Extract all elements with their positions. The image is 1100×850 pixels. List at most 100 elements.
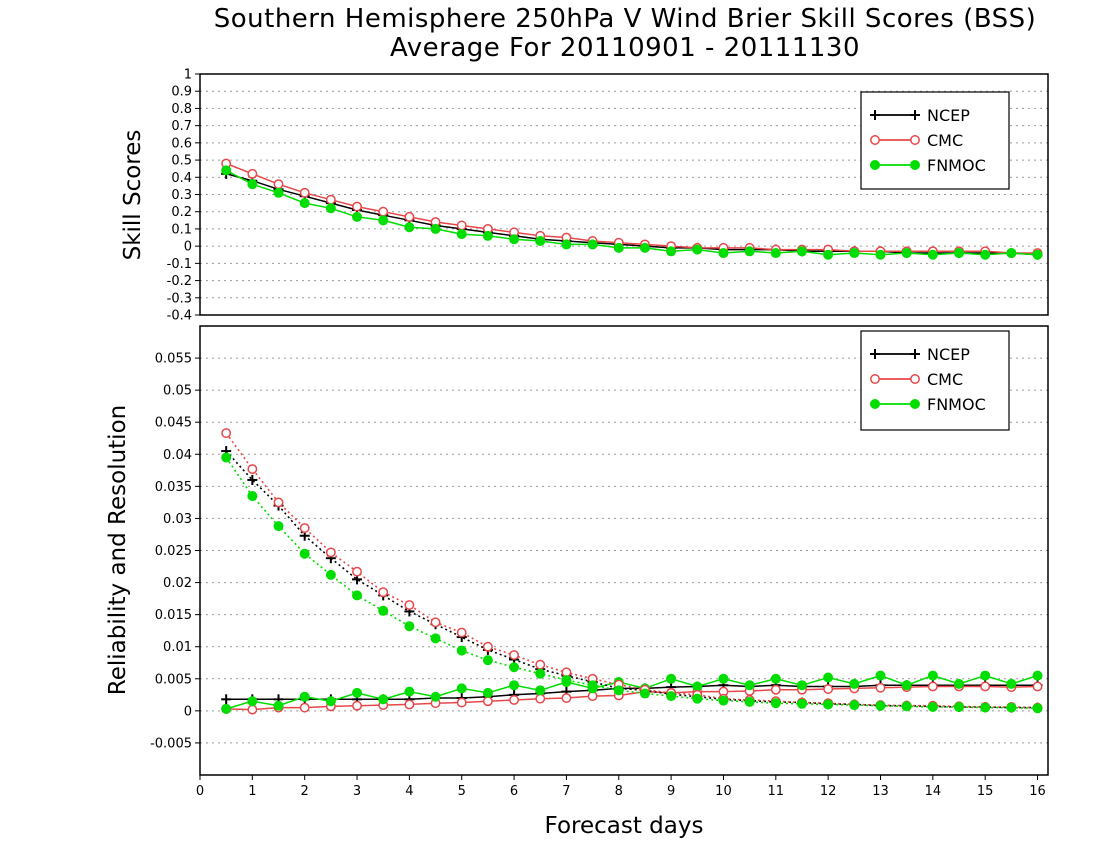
series-fnmoc-point — [430, 691, 441, 702]
legend-label-ncep: NCEP — [927, 345, 970, 364]
series-fnmoc-point — [378, 215, 389, 226]
x-tick-label: 7 — [562, 784, 570, 799]
series-fnmoc-reliability-point — [823, 699, 834, 710]
legend-marker-fnmoc — [910, 160, 920, 170]
series-fnmoc-reliability-point — [875, 700, 886, 711]
series-fnmoc-point — [509, 234, 520, 245]
series-fnmoc-reliability-point — [509, 662, 520, 673]
x-tick-label: 2 — [301, 784, 309, 799]
series-cmc-point — [404, 211, 415, 222]
series-fnmoc-point — [221, 165, 232, 176]
series-fnmoc-reliability-point — [561, 675, 572, 686]
series-fnmoc-point — [954, 248, 965, 259]
legend-label-fnmoc: FNMOC — [927, 156, 986, 175]
series-cmc-reliability-point — [247, 464, 258, 474]
series-cmc-point — [509, 695, 520, 705]
series-fnmoc-point — [430, 223, 441, 234]
series-fnmoc-reliability-point — [692, 693, 703, 704]
series-cmc-point — [299, 702, 310, 713]
series-fnmoc-point — [718, 248, 729, 259]
series-fnmoc-point — [875, 670, 886, 681]
series-fnmoc-point — [927, 249, 938, 260]
legend-label-cmc: CMC — [927, 370, 963, 389]
x-tick-label: 8 — [615, 784, 623, 799]
series-cmc-point — [325, 194, 336, 205]
series-fnmoc-point — [221, 703, 232, 714]
series-cmc-reliability-point — [430, 617, 441, 628]
series-fnmoc-point — [770, 248, 781, 259]
series-fnmoc-point — [325, 696, 336, 707]
x-tick-label: 9 — [667, 784, 675, 799]
y-tick-label: 0 — [184, 240, 192, 255]
series-cmc-point — [482, 696, 493, 707]
chart-subtitle: Average For 20110901 - 20111130 — [389, 33, 860, 63]
series-fnmoc-point — [352, 687, 363, 698]
series-fnmoc-point — [378, 694, 389, 705]
series-fnmoc-point — [692, 681, 703, 692]
series-fnmoc-point — [1032, 670, 1043, 681]
series-fnmoc-reliability-point — [718, 695, 729, 706]
y-tick-label: 0.2 — [171, 205, 192, 220]
series-cmc-reliability-point — [509, 650, 520, 661]
y-tick-label: 0.8 — [171, 102, 192, 117]
series-fnmoc-reliability-point — [247, 490, 258, 501]
y-tick-label: 1 — [184, 68, 192, 83]
series-fnmoc-reliability-point — [666, 691, 677, 702]
series-fnmoc-reliability-point — [980, 702, 991, 713]
series-cmc-reliability-point — [221, 428, 232, 439]
series-fnmoc-reliability-point — [352, 590, 363, 601]
series-fnmoc-reliability-point — [954, 702, 965, 713]
legend-marker-fnmoc — [910, 399, 920, 409]
y-tick-label: 0.005 — [155, 672, 192, 687]
series-fnmoc-point — [901, 248, 912, 259]
series-cmc-point — [535, 693, 546, 704]
series-fnmoc-reliability-point — [639, 688, 650, 699]
y-tick-label: 0.015 — [155, 608, 192, 623]
x-tick-label: 14 — [925, 784, 942, 799]
series-fnmoc-point — [927, 670, 938, 681]
series-cmc-point — [1032, 681, 1043, 692]
series-fnmoc-point — [666, 246, 677, 257]
series-cmc-point — [299, 187, 310, 198]
series-cmc-point — [352, 201, 362, 212]
series-cmc-point — [378, 206, 389, 217]
y-tick-label: 0.9 — [171, 85, 192, 100]
x-tick-label: 12 — [820, 784, 837, 799]
series-fnmoc-point — [1032, 249, 1043, 260]
legend-marker-cmc — [910, 374, 920, 384]
y-tick-label: 0.04 — [163, 448, 192, 463]
series-fnmoc-point — [718, 673, 729, 684]
series-fnmoc-reliability-point — [456, 645, 467, 656]
series-fnmoc-reliability-point — [482, 655, 493, 666]
x-tick-label: 15 — [977, 784, 994, 799]
y-axis-title: Skill Scores — [120, 130, 146, 261]
series-cmc-reliability-point — [535, 659, 546, 670]
series-fnmoc-point — [587, 239, 598, 250]
series-cmc-point — [927, 681, 938, 692]
legend-label-fnmoc: FNMOC — [927, 395, 986, 414]
series-fnmoc-point — [666, 673, 677, 684]
series-fnmoc-point — [404, 222, 415, 233]
series-cmc-reliability-point — [482, 641, 493, 652]
series-fnmoc-point — [325, 203, 336, 214]
series-fnmoc-point — [404, 686, 415, 697]
series-cmc-point — [875, 682, 886, 693]
series-cmc-point — [247, 704, 258, 715]
series-fnmoc-point — [980, 670, 991, 681]
series-fnmoc-reliability-point — [744, 696, 755, 707]
legend-box — [860, 330, 1010, 431]
plot-frame — [199, 73, 1049, 316]
y-tick-label: -0.4 — [167, 309, 192, 324]
series-fnmoc-point — [535, 235, 546, 246]
series-fnmoc-point — [849, 248, 860, 259]
y-tick-label: -0.1 — [167, 257, 192, 272]
series-cmc-reliability-point — [273, 497, 284, 508]
legend-label-ncep: NCEP — [927, 106, 970, 125]
series-fnmoc-point — [482, 230, 493, 241]
y-tick-label: -0.005 — [150, 736, 192, 751]
x-tick-label: 0 — [196, 784, 204, 799]
x-tick-label: 11 — [768, 784, 785, 799]
legend-marker-fnmoc — [870, 160, 880, 170]
series-fnmoc-point — [980, 249, 991, 260]
series-cmc-point — [823, 684, 834, 694]
